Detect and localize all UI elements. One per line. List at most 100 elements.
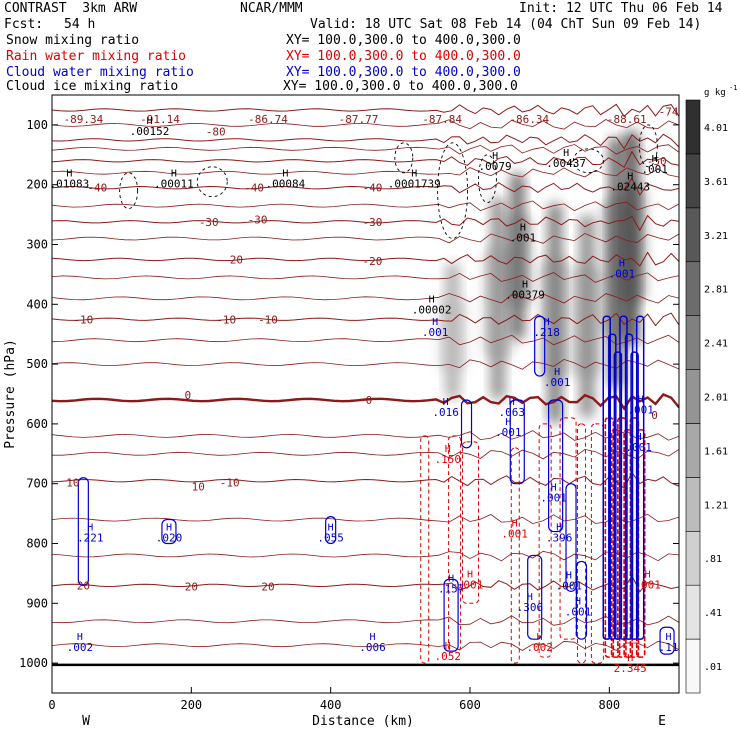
isotherm-label-19: -10	[258, 313, 278, 326]
cloudice-contour-2	[394, 142, 414, 174]
isotherm-0	[52, 393, 679, 411]
isotherm-label-4: -87.84	[422, 113, 462, 126]
cloudice-contour-3	[437, 142, 469, 239]
isotherm-label-14: -30	[363, 216, 383, 229]
valid-time: Valid: 18 UTC Sat 08 Feb 14 (04 ChT Sun …	[310, 17, 702, 32]
maximum-h-marker-21: H	[445, 444, 451, 455]
colorbar-label-1: .41	[704, 608, 722, 619]
isotherm-label-27: 20	[185, 581, 198, 594]
maximum-value-label-3: .00084	[266, 178, 306, 191]
maximum-value-label-8: .02443	[610, 181, 650, 194]
maximum-value-label-30: .001	[556, 580, 583, 593]
isotherm-label-10: -40	[244, 182, 264, 195]
rain-contour-3	[510, 447, 520, 664]
isotherm-label-0: -89.34	[63, 113, 103, 126]
field-snow-name: Snow mixing ratio	[6, 33, 140, 48]
y-tick-label-6: 700	[26, 477, 48, 491]
isotherm-label-25: -10	[220, 477, 240, 490]
colorbar-label-7: 2.81	[704, 285, 728, 296]
maximum-h-marker-26: H	[512, 519, 518, 530]
isotherm-aux-12	[52, 550, 679, 562]
colorbar-swatch-8	[685, 207, 701, 263]
fcst-label: Fcst:	[4, 17, 44, 32]
maximum-value-label-11: .00002	[412, 303, 452, 316]
cloudwater-core-5	[630, 351, 639, 640]
maximum-value-label-4: .0001739	[388, 178, 441, 191]
isotherm-label-5: -86.34	[509, 113, 549, 126]
maximum-h-marker-20: H	[636, 432, 642, 443]
field-rain-name: Rain water mixing ratio	[6, 49, 187, 64]
colorbar-swatch-3	[685, 477, 701, 532]
colorbar-swatch-6	[685, 315, 701, 370]
maximum-h-marker-23: H	[87, 523, 93, 534]
maximum-value-label-36: .002	[526, 641, 553, 654]
colorbar-label-10: 4.01	[704, 123, 728, 134]
maximum-h-marker-35: H	[369, 632, 375, 643]
maximum-h-marker-30: H	[566, 571, 572, 582]
cloudwater-contour-1	[161, 518, 177, 545]
cloudwater-contour-2	[325, 515, 337, 545]
cloudwater-contour-0	[77, 477, 89, 586]
maximum-h-marker-14: H	[544, 317, 550, 328]
cloudwater-contour-9	[527, 554, 543, 640]
maximum-h-marker-16: H	[443, 397, 449, 408]
isotherm-10	[52, 471, 679, 490]
maximum-h-marker-34: H	[77, 632, 83, 643]
isotherm-label-21: 0	[366, 394, 373, 407]
maximum-h-marker-19: H	[505, 417, 511, 428]
snow-halo-0	[438, 296, 467, 373]
y-axis-label: Pressure (hPa)	[3, 339, 18, 449]
isotherm-label-3: -87.77	[339, 113, 379, 126]
maximum-h-marker-11: H	[429, 294, 435, 305]
isotherm-m30	[52, 214, 679, 232]
y-tick-label-0: 100	[26, 118, 48, 132]
cloudwater-core-1	[608, 333, 617, 640]
isotherm-label-11: -40	[363, 182, 383, 195]
maximum-h-marker-7: H	[652, 154, 658, 165]
maximum-value-label-7: .001	[641, 163, 668, 176]
cloudwater-core-6	[635, 315, 645, 640]
maximum-value-label-13: .001	[422, 326, 449, 339]
field-cloudwater-name: Cloud water mixing ratio	[6, 65, 194, 80]
maximum-value-label-22: .001	[540, 492, 567, 505]
isotherm-label-13: -30	[248, 213, 268, 226]
colorbar-label-9: 3.61	[704, 177, 728, 188]
isotherm-aux-3	[52, 200, 679, 212]
isotherm-aux-14	[52, 640, 679, 651]
cloudwater-contour-5	[509, 399, 525, 485]
isotherm-aux-11	[52, 513, 679, 525]
isotherm-label-17: -10	[73, 313, 93, 326]
colorbar-swatch-1	[685, 584, 701, 640]
colorbar-unit-exponent: -1	[729, 84, 737, 92]
x-tick-label-3: 600	[459, 698, 481, 712]
isotherm-label-23: 10	[66, 477, 79, 490]
y-tick-label-8: 900	[26, 596, 48, 610]
maximum-value-label-10: .00379	[505, 288, 545, 301]
maximum-value-label-33: .001	[565, 605, 592, 618]
colorbar-label-0: .01	[704, 662, 722, 673]
isotherm-m40	[52, 177, 679, 196]
field-cloudice-xy: XY= 100.0,300.0 to 400.0,300.0	[283, 79, 518, 94]
isotherm-label-9: -40	[87, 182, 107, 195]
west-label: W	[82, 714, 90, 729]
y-tick-label-2: 300	[26, 238, 48, 252]
isotherm-label-26: 20	[77, 579, 90, 592]
maximum-value-label-37: .11	[659, 641, 679, 654]
colorbar-label-2: .81	[704, 554, 722, 565]
rain-core-5	[635, 429, 646, 658]
isotherm-20	[52, 574, 679, 593]
maximum-value-label-1: .01083	[50, 178, 90, 191]
isotherm-aux-0	[52, 119, 679, 130]
y-tick-label-9: 1000	[19, 656, 48, 670]
maximum-h-marker-22: H	[551, 483, 557, 494]
maximum-value-label-19: .001	[495, 426, 522, 439]
maximum-value-label-25: .055	[317, 532, 344, 545]
maximum-h-marker-8: H	[627, 172, 633, 183]
isotherm-label-16: -20	[363, 255, 383, 268]
maximum-value-label-39: 2.345	[614, 662, 647, 675]
x-tick-label-2: 400	[320, 698, 342, 712]
snow-halo-2	[503, 214, 532, 307]
cloudice-contour-4	[477, 154, 497, 204]
colorbar-label-4: 1.61	[704, 446, 728, 457]
field-rain-xy: XY= 100.0,300.0 to 400.0,300.0	[286, 49, 521, 64]
